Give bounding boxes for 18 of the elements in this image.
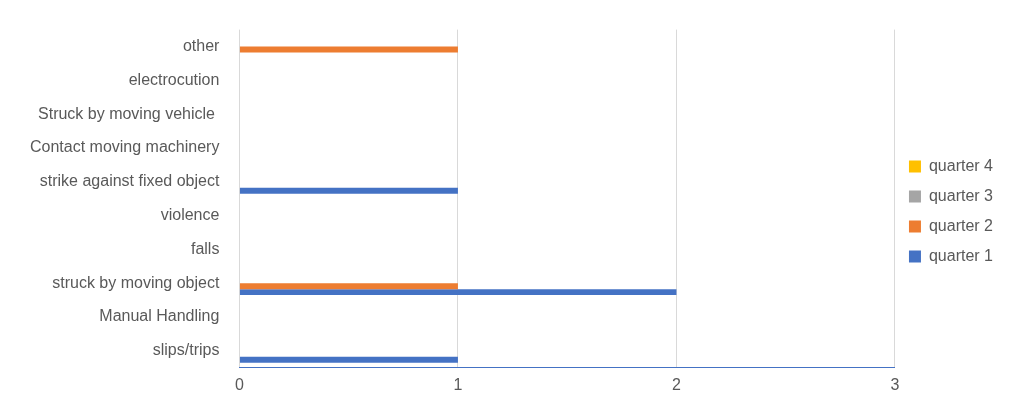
legend-label: quarter 3	[928, 186, 994, 204]
legend-label: quarter 4	[928, 156, 994, 174]
y-tick-label: struck by moving object	[52, 273, 220, 291]
x-tick-label: 0	[234, 375, 244, 393]
y-tick-label: slips/trips	[152, 341, 220, 359]
y-tick-label: strike against fixed object	[39, 172, 220, 190]
y-tick-label: Contact moving machinery	[29, 138, 220, 156]
x-tick-label: 1	[453, 375, 463, 393]
y-tick-label: Struck by moving vehicle	[38, 104, 220, 122]
y-tick-label: electrocution	[128, 70, 220, 88]
x-tick-label: 3	[890, 375, 900, 393]
y-tick-label: falls	[190, 239, 220, 257]
y-tick-label: other	[182, 36, 221, 54]
y-tick-label: violence	[160, 206, 220, 224]
legend-label: quarter 2	[928, 216, 994, 234]
x-tick-label: 2	[671, 375, 681, 393]
legend-label: quarter 1	[928, 246, 994, 264]
y-tick-label: Manual Handling	[99, 307, 220, 325]
